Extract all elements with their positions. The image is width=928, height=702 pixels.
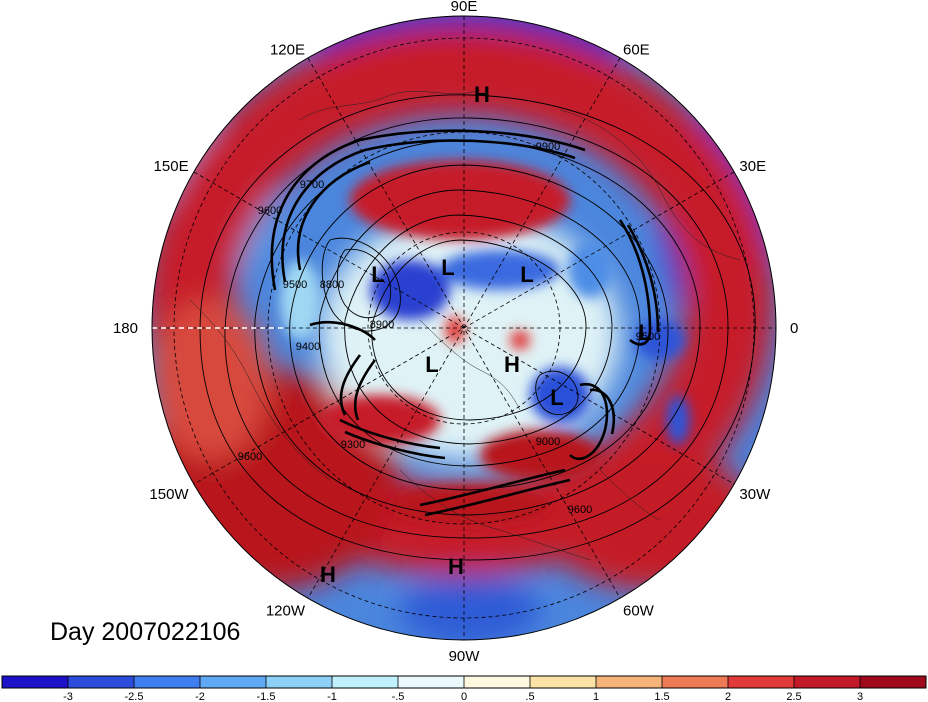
colorbar-tick-label: 2.5 bbox=[786, 691, 801, 702]
colorbar-tick-label: 3 bbox=[857, 691, 863, 702]
colorbar-segment bbox=[530, 676, 597, 688]
colorbar-tick-label: 0 bbox=[461, 691, 467, 702]
colorbar-tick-label: -3 bbox=[63, 691, 73, 702]
colorbar-segment bbox=[728, 676, 795, 688]
longitude-label-9: 180 bbox=[113, 320, 138, 337]
colorbar-segment bbox=[200, 676, 267, 688]
low-center: L bbox=[638, 320, 651, 345]
colorbar-tick-label: 1.5 bbox=[654, 691, 669, 702]
contour-label: 8800 bbox=[320, 279, 344, 291]
anomaly-field bbox=[152, 16, 776, 640]
colorbar-segment bbox=[2, 676, 69, 688]
pressure-centers: H L L L L L H L H H bbox=[320, 82, 652, 587]
contour-label: 9500 bbox=[283, 279, 307, 291]
graticule bbox=[152, 16, 776, 640]
colorbar-segment bbox=[596, 676, 663, 688]
colorbar-segment bbox=[332, 676, 399, 688]
map-boundary bbox=[151, 15, 777, 641]
contour-label: 9600 bbox=[258, 205, 282, 217]
high-center: H bbox=[448, 554, 464, 579]
contour-label: 9900 bbox=[536, 141, 560, 153]
longitude-label-7: 120W bbox=[266, 602, 306, 619]
contour-label: 9700 bbox=[300, 179, 324, 191]
colorbar-segment bbox=[398, 676, 465, 688]
colorbar-tick-label: -2 bbox=[195, 691, 205, 702]
low-center: L bbox=[425, 352, 438, 377]
colorbar-tick-label: -2.5 bbox=[125, 691, 144, 702]
colorbar-segment bbox=[860, 676, 927, 688]
colorbar-tick-label: 2 bbox=[725, 691, 731, 702]
longitude-label-5: 60W bbox=[623, 602, 655, 619]
longitude-label-6: 90W bbox=[449, 648, 481, 665]
colorbar-tick-label: -.5 bbox=[392, 691, 405, 702]
contour-label: 9600 bbox=[568, 504, 592, 516]
longitude-label-8: 150W bbox=[149, 486, 189, 503]
height-contours bbox=[152, 29, 776, 640]
colorbar-tick-label: .5 bbox=[525, 691, 534, 702]
contour-label: 9400 bbox=[296, 341, 320, 353]
contour-label: 9000 bbox=[536, 436, 560, 448]
colorbar-segment bbox=[266, 676, 333, 688]
high-center: H bbox=[504, 352, 520, 377]
longitude-label-10: 150E bbox=[154, 158, 189, 175]
colorbar-segment bbox=[794, 676, 861, 688]
colorbar-tick-label: 1 bbox=[593, 691, 599, 702]
contour-labels: 9700 9600 9500 9400 9300 9000 8900 8800 9900 9600… bbox=[238, 141, 660, 516]
low-center: L bbox=[371, 262, 384, 287]
contour-label: 9300 bbox=[341, 439, 365, 451]
low-center: L bbox=[550, 385, 563, 410]
colorbar-segment bbox=[662, 676, 729, 688]
longitude-label-4: 30W bbox=[739, 486, 771, 503]
low-center: L bbox=[441, 255, 454, 280]
longitude-label-3: 0 bbox=[790, 320, 798, 337]
longitude-label-0: 90E bbox=[451, 0, 478, 15]
colorbar-segment bbox=[464, 676, 531, 688]
high-center: H bbox=[474, 82, 490, 107]
colorbar: -3 -2.5 -2 -1.5 -1 -.5 0 .5 1 1.5 2 2.5 3 bbox=[1, 675, 927, 702]
low-center: L bbox=[520, 262, 533, 287]
contour-label: 8900 bbox=[370, 319, 394, 331]
colorbar-segment bbox=[134, 676, 201, 688]
colorbar-segment bbox=[68, 676, 135, 688]
colorbar-tick-label: -1.5 bbox=[257, 691, 276, 702]
contour-label: 9600 bbox=[238, 451, 262, 463]
longitude-label-1: 60E bbox=[623, 42, 650, 59]
longitude-labels: 90E 60E 30E 0 30W 60W 90W 120W 150W 180 150E 120E bbox=[113, 0, 798, 665]
contour-label: 9500 bbox=[636, 331, 660, 343]
high-center: H bbox=[320, 562, 336, 587]
longitude-label-11: 120E bbox=[270, 42, 305, 59]
map-title: Day 2007022106 bbox=[50, 618, 241, 646]
colorbar-tick-label: -1 bbox=[327, 691, 337, 702]
longitude-label-2: 30E bbox=[739, 158, 766, 175]
